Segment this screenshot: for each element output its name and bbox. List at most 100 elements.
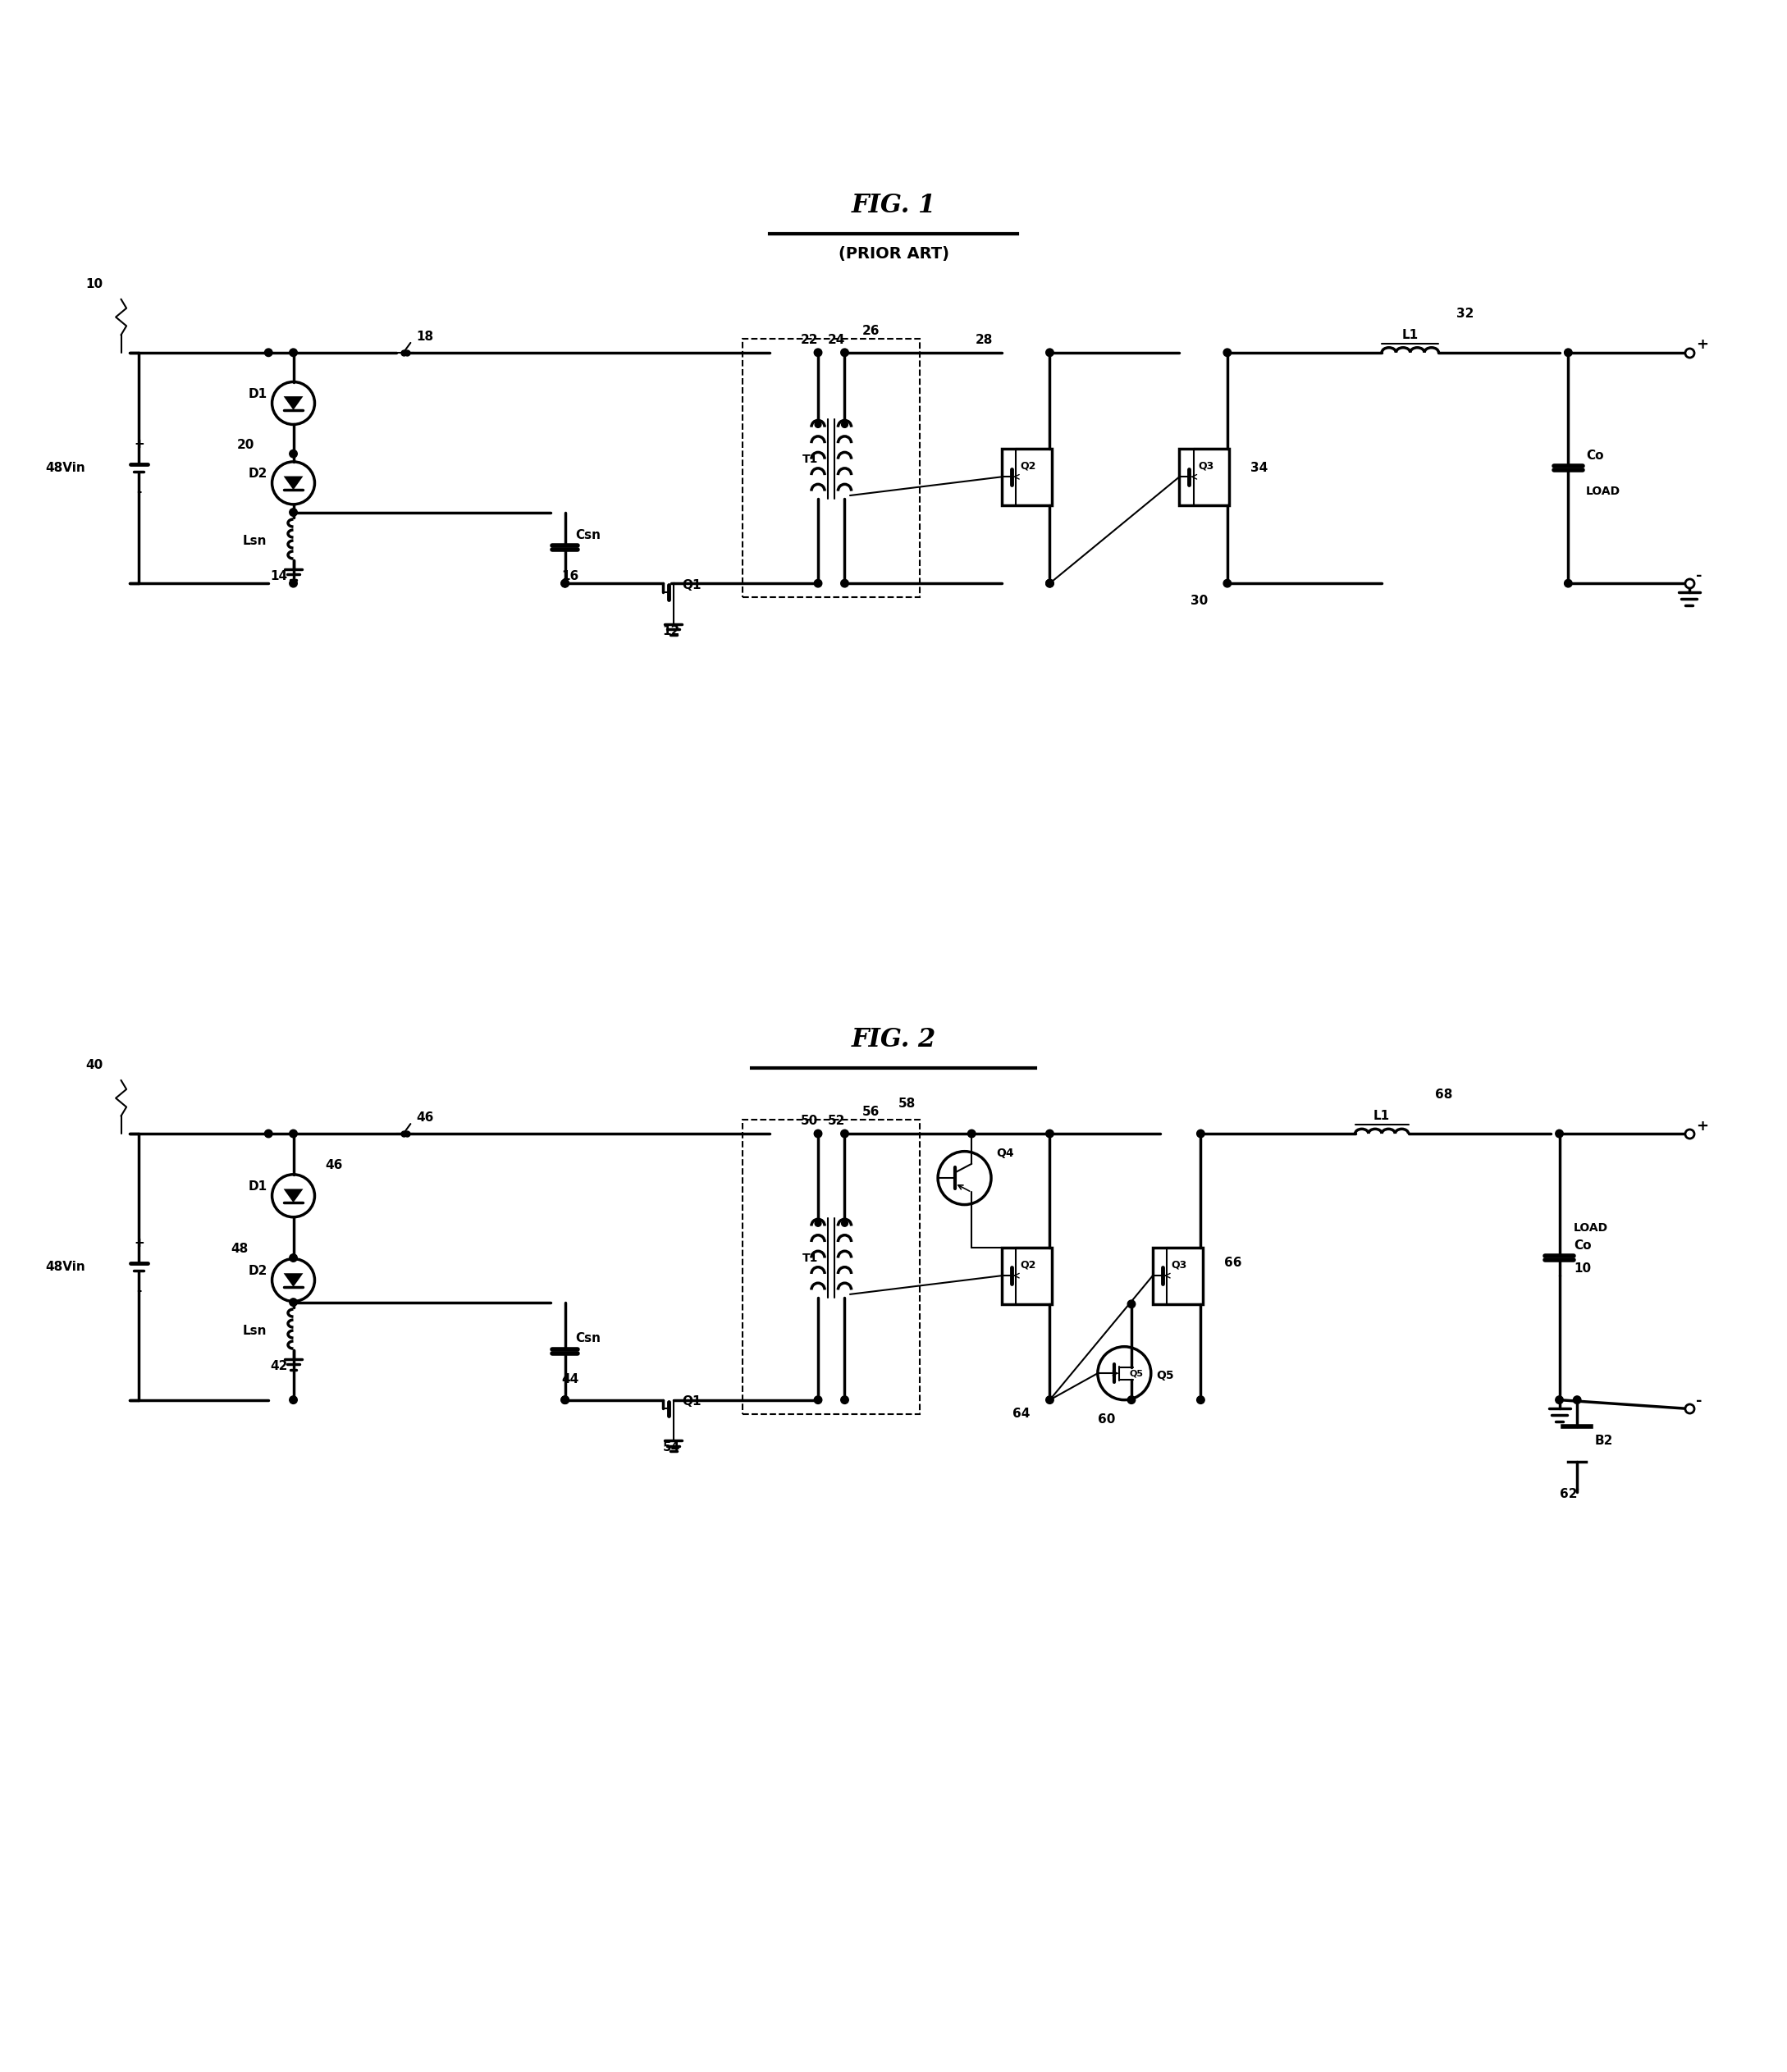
Bar	[1003, 448, 1051, 506]
Circle shape	[289, 1129, 297, 1138]
Circle shape	[840, 1129, 849, 1138]
Text: LOAD: LOAD	[1574, 1222, 1608, 1233]
Circle shape	[264, 1129, 272, 1138]
Text: -: -	[1696, 568, 1703, 582]
Text: Co: Co	[1574, 1239, 1590, 1251]
Text: T1: T1	[802, 1251, 818, 1264]
Circle shape	[264, 348, 272, 356]
Text: 58: 58	[899, 1098, 915, 1109]
Text: 18: 18	[416, 329, 432, 342]
Circle shape	[1045, 1129, 1054, 1138]
Circle shape	[561, 580, 568, 586]
Circle shape	[815, 1220, 822, 1227]
Text: +: +	[134, 1237, 145, 1249]
Text: 62: 62	[1560, 1488, 1578, 1500]
Bar	[1153, 1247, 1203, 1303]
Bar	[1003, 1247, 1051, 1303]
Polygon shape	[284, 477, 304, 489]
Text: 50: 50	[801, 1115, 818, 1127]
Bar	[743, 1119, 920, 1413]
Circle shape	[1045, 1397, 1054, 1405]
Circle shape	[1045, 348, 1054, 356]
Circle shape	[1224, 348, 1231, 356]
Text: FIG. 2: FIG. 2	[851, 1028, 936, 1053]
Circle shape	[1128, 1299, 1135, 1307]
Text: 56: 56	[863, 1106, 879, 1119]
Text: -: -	[136, 485, 141, 497]
Text: T1: T1	[802, 454, 818, 464]
Circle shape	[1197, 1397, 1204, 1405]
Text: 48: 48	[231, 1243, 248, 1256]
Circle shape	[969, 1129, 976, 1138]
Circle shape	[1197, 1129, 1204, 1138]
Text: Q3: Q3	[1197, 460, 1213, 472]
Text: 16: 16	[561, 570, 579, 582]
Text: 68: 68	[1435, 1088, 1453, 1100]
Circle shape	[289, 348, 297, 356]
Text: 42: 42	[270, 1359, 288, 1372]
Text: 26: 26	[863, 325, 881, 338]
Circle shape	[1573, 1397, 1581, 1405]
Text: 54: 54	[663, 1442, 681, 1455]
Circle shape	[561, 580, 568, 586]
Circle shape	[1128, 1397, 1135, 1405]
Text: Q1: Q1	[683, 1394, 702, 1407]
Text: 46: 46	[325, 1160, 343, 1171]
Text: Q5: Q5	[1129, 1370, 1144, 1378]
Text: 34: 34	[1251, 462, 1267, 474]
Text: D2: D2	[248, 1264, 268, 1276]
Text: Co: Co	[1587, 450, 1603, 462]
Polygon shape	[284, 1189, 304, 1202]
Circle shape	[289, 1397, 297, 1405]
Text: 10: 10	[1574, 1262, 1590, 1274]
Text: FIG. 1: FIG. 1	[851, 193, 936, 218]
Text: 66: 66	[1224, 1258, 1242, 1270]
Text: 12: 12	[663, 626, 681, 638]
Circle shape	[815, 580, 822, 586]
Circle shape	[840, 348, 849, 356]
Text: Csn: Csn	[575, 1332, 600, 1345]
Circle shape	[1045, 580, 1054, 586]
Text: (PRIOR ART): (PRIOR ART)	[838, 247, 949, 261]
Polygon shape	[284, 396, 304, 410]
Text: -: -	[1696, 1394, 1703, 1409]
Text: Q2: Q2	[1020, 460, 1036, 472]
Text: L1: L1	[1374, 1111, 1390, 1121]
Circle shape	[815, 421, 822, 427]
Text: D1: D1	[248, 387, 268, 400]
Circle shape	[1224, 580, 1231, 586]
Text: D1: D1	[248, 1181, 268, 1193]
Text: D2: D2	[248, 468, 268, 481]
Circle shape	[840, 580, 849, 586]
Circle shape	[561, 1397, 568, 1405]
Text: Csn: Csn	[575, 528, 600, 541]
Text: 40: 40	[86, 1059, 104, 1071]
Circle shape	[289, 1254, 297, 1262]
Text: +: +	[1696, 338, 1708, 352]
Text: +: +	[134, 437, 145, 450]
Bar	[743, 338, 920, 597]
Circle shape	[1564, 580, 1573, 586]
Text: 44: 44	[561, 1374, 579, 1386]
Circle shape	[289, 450, 297, 458]
Text: 48Vin: 48Vin	[46, 1260, 86, 1272]
Text: Lsn: Lsn	[243, 1324, 266, 1336]
Circle shape	[815, 1129, 822, 1138]
Text: L1: L1	[1403, 329, 1419, 340]
Circle shape	[1045, 580, 1054, 586]
Text: 46: 46	[416, 1111, 434, 1123]
Circle shape	[1564, 348, 1573, 356]
Text: 22: 22	[801, 334, 818, 346]
Text: 60: 60	[1097, 1413, 1115, 1426]
Text: -: -	[136, 1285, 141, 1297]
Text: 52: 52	[827, 1115, 845, 1127]
Circle shape	[842, 421, 847, 427]
Text: 28: 28	[976, 334, 994, 346]
Text: 14: 14	[270, 570, 288, 582]
Circle shape	[1555, 1129, 1564, 1138]
Text: +: +	[1696, 1119, 1708, 1133]
Circle shape	[289, 1299, 297, 1305]
Text: 48Vin: 48Vin	[46, 462, 86, 474]
Bar	[1179, 448, 1229, 506]
Circle shape	[561, 1397, 568, 1405]
